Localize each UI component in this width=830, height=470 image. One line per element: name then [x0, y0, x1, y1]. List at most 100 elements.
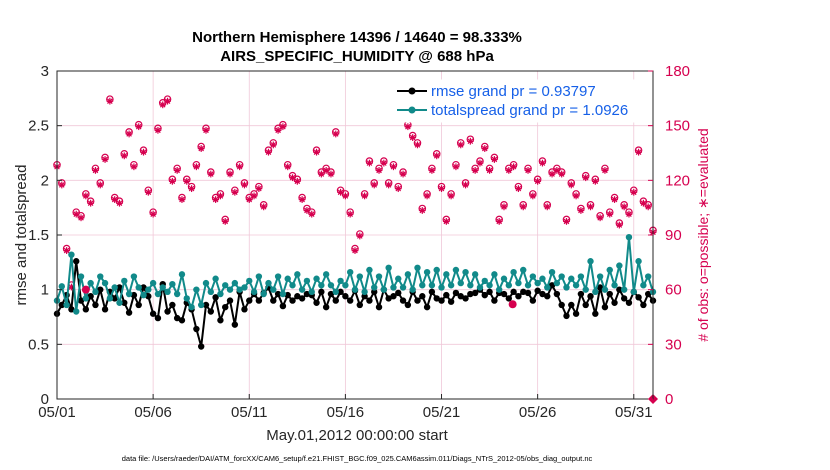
totalspread-point [438, 284, 445, 291]
rmse-point [279, 302, 287, 310]
obs-evaluated-marker [625, 210, 633, 218]
obs-evaluated-marker [630, 188, 638, 196]
rmse-point [226, 297, 234, 304]
rmse-point [423, 303, 431, 311]
obs-evaluated-marker [130, 163, 138, 171]
obs-evaluated-marker [308, 210, 316, 218]
obs-evaluated-marker [221, 218, 229, 225]
totalspread-point [149, 279, 157, 287]
totalspread-point [375, 273, 383, 280]
totalspread-point [515, 279, 522, 287]
obs-evaluated-marker [644, 203, 652, 211]
y-tick-label-left: 2.5 [28, 118, 49, 135]
totalspread-point [260, 290, 267, 298]
y-axis-label-right: # of obs: o=possible; ∗=evaluated [695, 128, 711, 341]
rmse-point [611, 299, 618, 306]
y-tick-label-left: 2 [41, 172, 49, 189]
rmse-point [255, 297, 263, 304]
rmse-point [443, 291, 450, 299]
totalspread-point [486, 282, 493, 289]
obs-evaluated-marker [140, 148, 147, 156]
obs-evaluated-marker [178, 196, 186, 203]
obs-evaluated-marker [269, 141, 277, 149]
rmse-point [500, 290, 508, 298]
totalspread-point [303, 277, 311, 285]
totalspread-point [125, 290, 133, 298]
obs-evaluated-marker [265, 148, 272, 156]
totalspread-point [399, 284, 407, 291]
y-tick-label-right: 60 [665, 282, 682, 299]
legend-spread-marker [408, 106, 416, 114]
rmse-point [178, 317, 186, 324]
obs-evaluated-marker [404, 123, 412, 131]
obs-evaluated-marker [553, 167, 561, 174]
legend-box [391, 79, 648, 123]
x-tick-label: 05/31 [615, 404, 653, 421]
rmse-point [202, 301, 210, 309]
obs-evaluated-marker [567, 181, 575, 189]
obs-evaluated-marker [375, 167, 383, 174]
rmse-point [111, 295, 118, 302]
rmse-point [164, 308, 171, 315]
rmse-point [327, 290, 335, 298]
totalspread-point [250, 288, 258, 296]
obs-evaluated-marker [409, 134, 417, 141]
obs-evaluated-marker [390, 163, 397, 171]
obs-evaluated-marker [58, 181, 66, 189]
obs-evaluated-marker [428, 167, 436, 174]
rmse-point [582, 301, 589, 309]
legend-rmse-marker [408, 87, 416, 95]
rmse-point [298, 295, 306, 302]
obs-evaluated-marker [260, 203, 268, 211]
totalspread-point [510, 268, 517, 276]
chart-subtitle: AIRS_SPECIFIC_HUMIDITY @ 688 hPa [220, 48, 494, 65]
y-tick-label-right: 0 [665, 391, 673, 408]
totalspread-point [419, 282, 426, 289]
totalspread-point [169, 281, 176, 288]
obs-evaluated-marker [635, 148, 642, 156]
totalspread-point [611, 282, 618, 289]
rmse-point [318, 288, 325, 296]
rmse-point [457, 293, 464, 300]
rmse-point [342, 293, 349, 300]
totalspread-point [462, 268, 469, 276]
obs-evaluated-marker [154, 126, 162, 134]
rmse-point [616, 286, 623, 293]
obs-evaluated-marker [366, 159, 373, 167]
obs-evaluated-marker [212, 196, 220, 203]
obs-evaluated-marker [322, 167, 330, 174]
totalspread-point [414, 264, 421, 271]
x-tick-label: 05/16 [327, 404, 365, 421]
obs-evaluated-marker [457, 141, 465, 149]
obs-evaluated-marker [539, 159, 546, 167]
totalspread-point [471, 271, 479, 278]
totalspread-point [553, 279, 561, 287]
rmse-point [419, 293, 426, 300]
obs-evaluated-marker [164, 97, 171, 105]
totalspread-point [404, 271, 412, 278]
totalspread-point [327, 282, 335, 289]
totalspread-point [625, 233, 633, 241]
rmse-point [303, 290, 311, 298]
totalspread-point [193, 286, 200, 293]
totalspread-point [270, 286, 277, 293]
totalspread-point [592, 288, 599, 296]
y-tick-label-left: 3 [41, 63, 49, 80]
rmse-point [356, 301, 364, 309]
obs-evaluated-marker [63, 247, 71, 254]
obs-evaluated-marker [558, 170, 566, 178]
rmse-point [346, 297, 354, 304]
legend: rmse grand pr = 0.93797 totalspread gran… [391, 79, 648, 123]
totalspread-point [87, 279, 94, 287]
totalspread-point [606, 266, 613, 274]
rmse-point [284, 291, 291, 299]
totalspread-point [92, 288, 99, 296]
totalspread-point [568, 275, 575, 282]
obs-evaluated-marker [168, 177, 176, 185]
obs-evaluated-marker [356, 232, 364, 240]
obs-evaluated-marker [274, 126, 282, 134]
obs-filled-marker [81, 285, 90, 294]
totalspread-point [106, 295, 114, 302]
